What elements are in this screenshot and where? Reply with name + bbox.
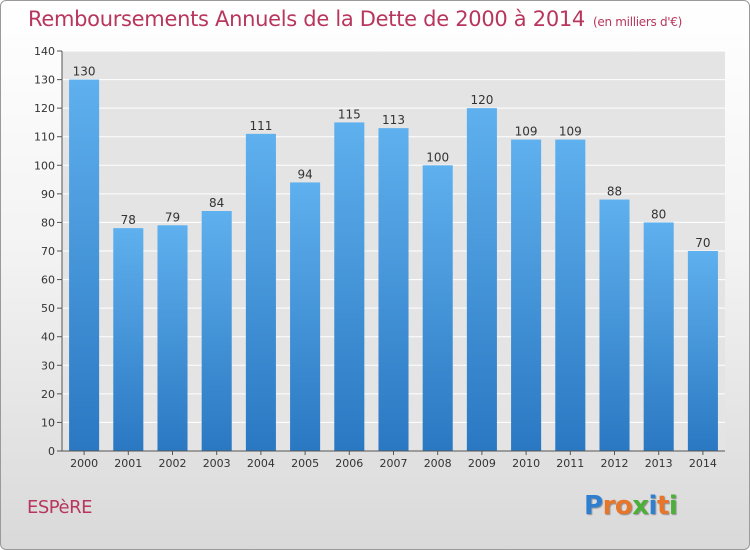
y-tick-label: 100 — [34, 159, 55, 172]
x-tick-label: 2003 — [203, 457, 231, 470]
bar-value-label: 109 — [559, 125, 582, 139]
bar — [157, 225, 188, 451]
x-axis: 2000 2001 2002 2003 2004 2005 2006 2007 2008 2009… — [62, 450, 725, 470]
logo-letter: P — [584, 491, 603, 521]
bar-value-label: 100 — [426, 150, 449, 164]
y-tick-label: 20 — [41, 388, 55, 401]
x-tick-label: 2002 — [159, 457, 187, 470]
bar — [599, 199, 630, 451]
x-tick-label: 2013 — [645, 457, 673, 470]
bar — [69, 79, 100, 452]
bar-value-label: 109 — [515, 125, 538, 139]
x-tick-label: 2012 — [601, 457, 629, 470]
bar — [422, 165, 453, 452]
y-tick-label: 110 — [34, 131, 55, 144]
y-tick-label: 50 — [41, 302, 55, 315]
bar-value-label: 111 — [249, 119, 272, 133]
bar — [201, 211, 232, 451]
bar-value-label: 79 — [165, 210, 180, 224]
bar — [511, 139, 542, 452]
bar-value-label: 94 — [297, 167, 312, 181]
y-axis: 0 10 20 30 40 50 60 70 80 90 100 110 120 130 140 — [34, 45, 63, 458]
y-tick-label: 90 — [41, 188, 55, 201]
chart-title: Remboursements Annuels de la Dette de 20… — [28, 7, 682, 31]
logo-letter: r — [602, 491, 616, 521]
y-tick-label: 60 — [41, 274, 55, 287]
logo-letter: o — [614, 491, 633, 521]
bar-value-label: 130 — [73, 65, 96, 79]
bar-value-label: 115 — [338, 107, 361, 121]
bar — [245, 133, 276, 451]
x-tick-label: 2009 — [468, 457, 496, 470]
y-tick-label: 80 — [41, 216, 55, 229]
bar — [378, 128, 409, 451]
logo-letter: i — [648, 491, 658, 521]
bar-value-label: 70 — [695, 236, 710, 250]
bar — [555, 139, 586, 452]
x-tick-label: 2005 — [291, 457, 319, 470]
logo-letter: t — [656, 491, 669, 521]
y-tick-label: 130 — [34, 74, 55, 87]
logo-letter: x — [632, 491, 649, 521]
x-tick-label: 2010 — [512, 457, 540, 470]
logo-letter: i — [668, 491, 678, 521]
bars: 130 78 79 84 111 94 115 113 100 120 109 109 88 80 70 — [69, 65, 718, 452]
x-tick-label: 2007 — [380, 457, 408, 470]
x-tick-label: 2011 — [556, 457, 584, 470]
bar — [687, 251, 718, 451]
y-tick-label: 0 — [48, 445, 55, 458]
y-tick-label: 10 — [41, 416, 55, 429]
x-tick-label: 2000 — [70, 457, 98, 470]
chart-title-text: Remboursements Annuels de la Dette de 20… — [28, 7, 585, 31]
bar — [643, 222, 674, 451]
chart-unit: (en milliers d'€) — [593, 15, 683, 29]
y-tick-label: 140 — [34, 45, 55, 58]
x-tick-label: 2006 — [335, 457, 363, 470]
bar-value-label: 80 — [651, 207, 666, 221]
proxiti-logo: Proxiti — [584, 491, 678, 521]
x-tick-label: 2001 — [114, 457, 142, 470]
bar — [466, 108, 497, 452]
y-tick-label: 70 — [41, 245, 55, 258]
bar — [290, 182, 321, 451]
x-tick-label: 2004 — [247, 457, 275, 470]
x-tick-label: 2008 — [424, 457, 452, 470]
bar-value-label: 113 — [382, 113, 405, 127]
commune-name: ESPèRE — [27, 497, 92, 518]
bar — [334, 122, 365, 451]
bar-value-label: 84 — [209, 196, 224, 210]
bar — [113, 228, 144, 451]
y-tick-label: 120 — [34, 102, 55, 115]
bar-value-label: 78 — [121, 213, 136, 227]
y-tick-label: 40 — [41, 331, 55, 344]
bar-value-label: 120 — [470, 93, 493, 107]
bar-value-label: 88 — [607, 185, 622, 199]
x-tick-label: 2014 — [689, 457, 717, 470]
y-tick-label: 30 — [41, 359, 55, 372]
